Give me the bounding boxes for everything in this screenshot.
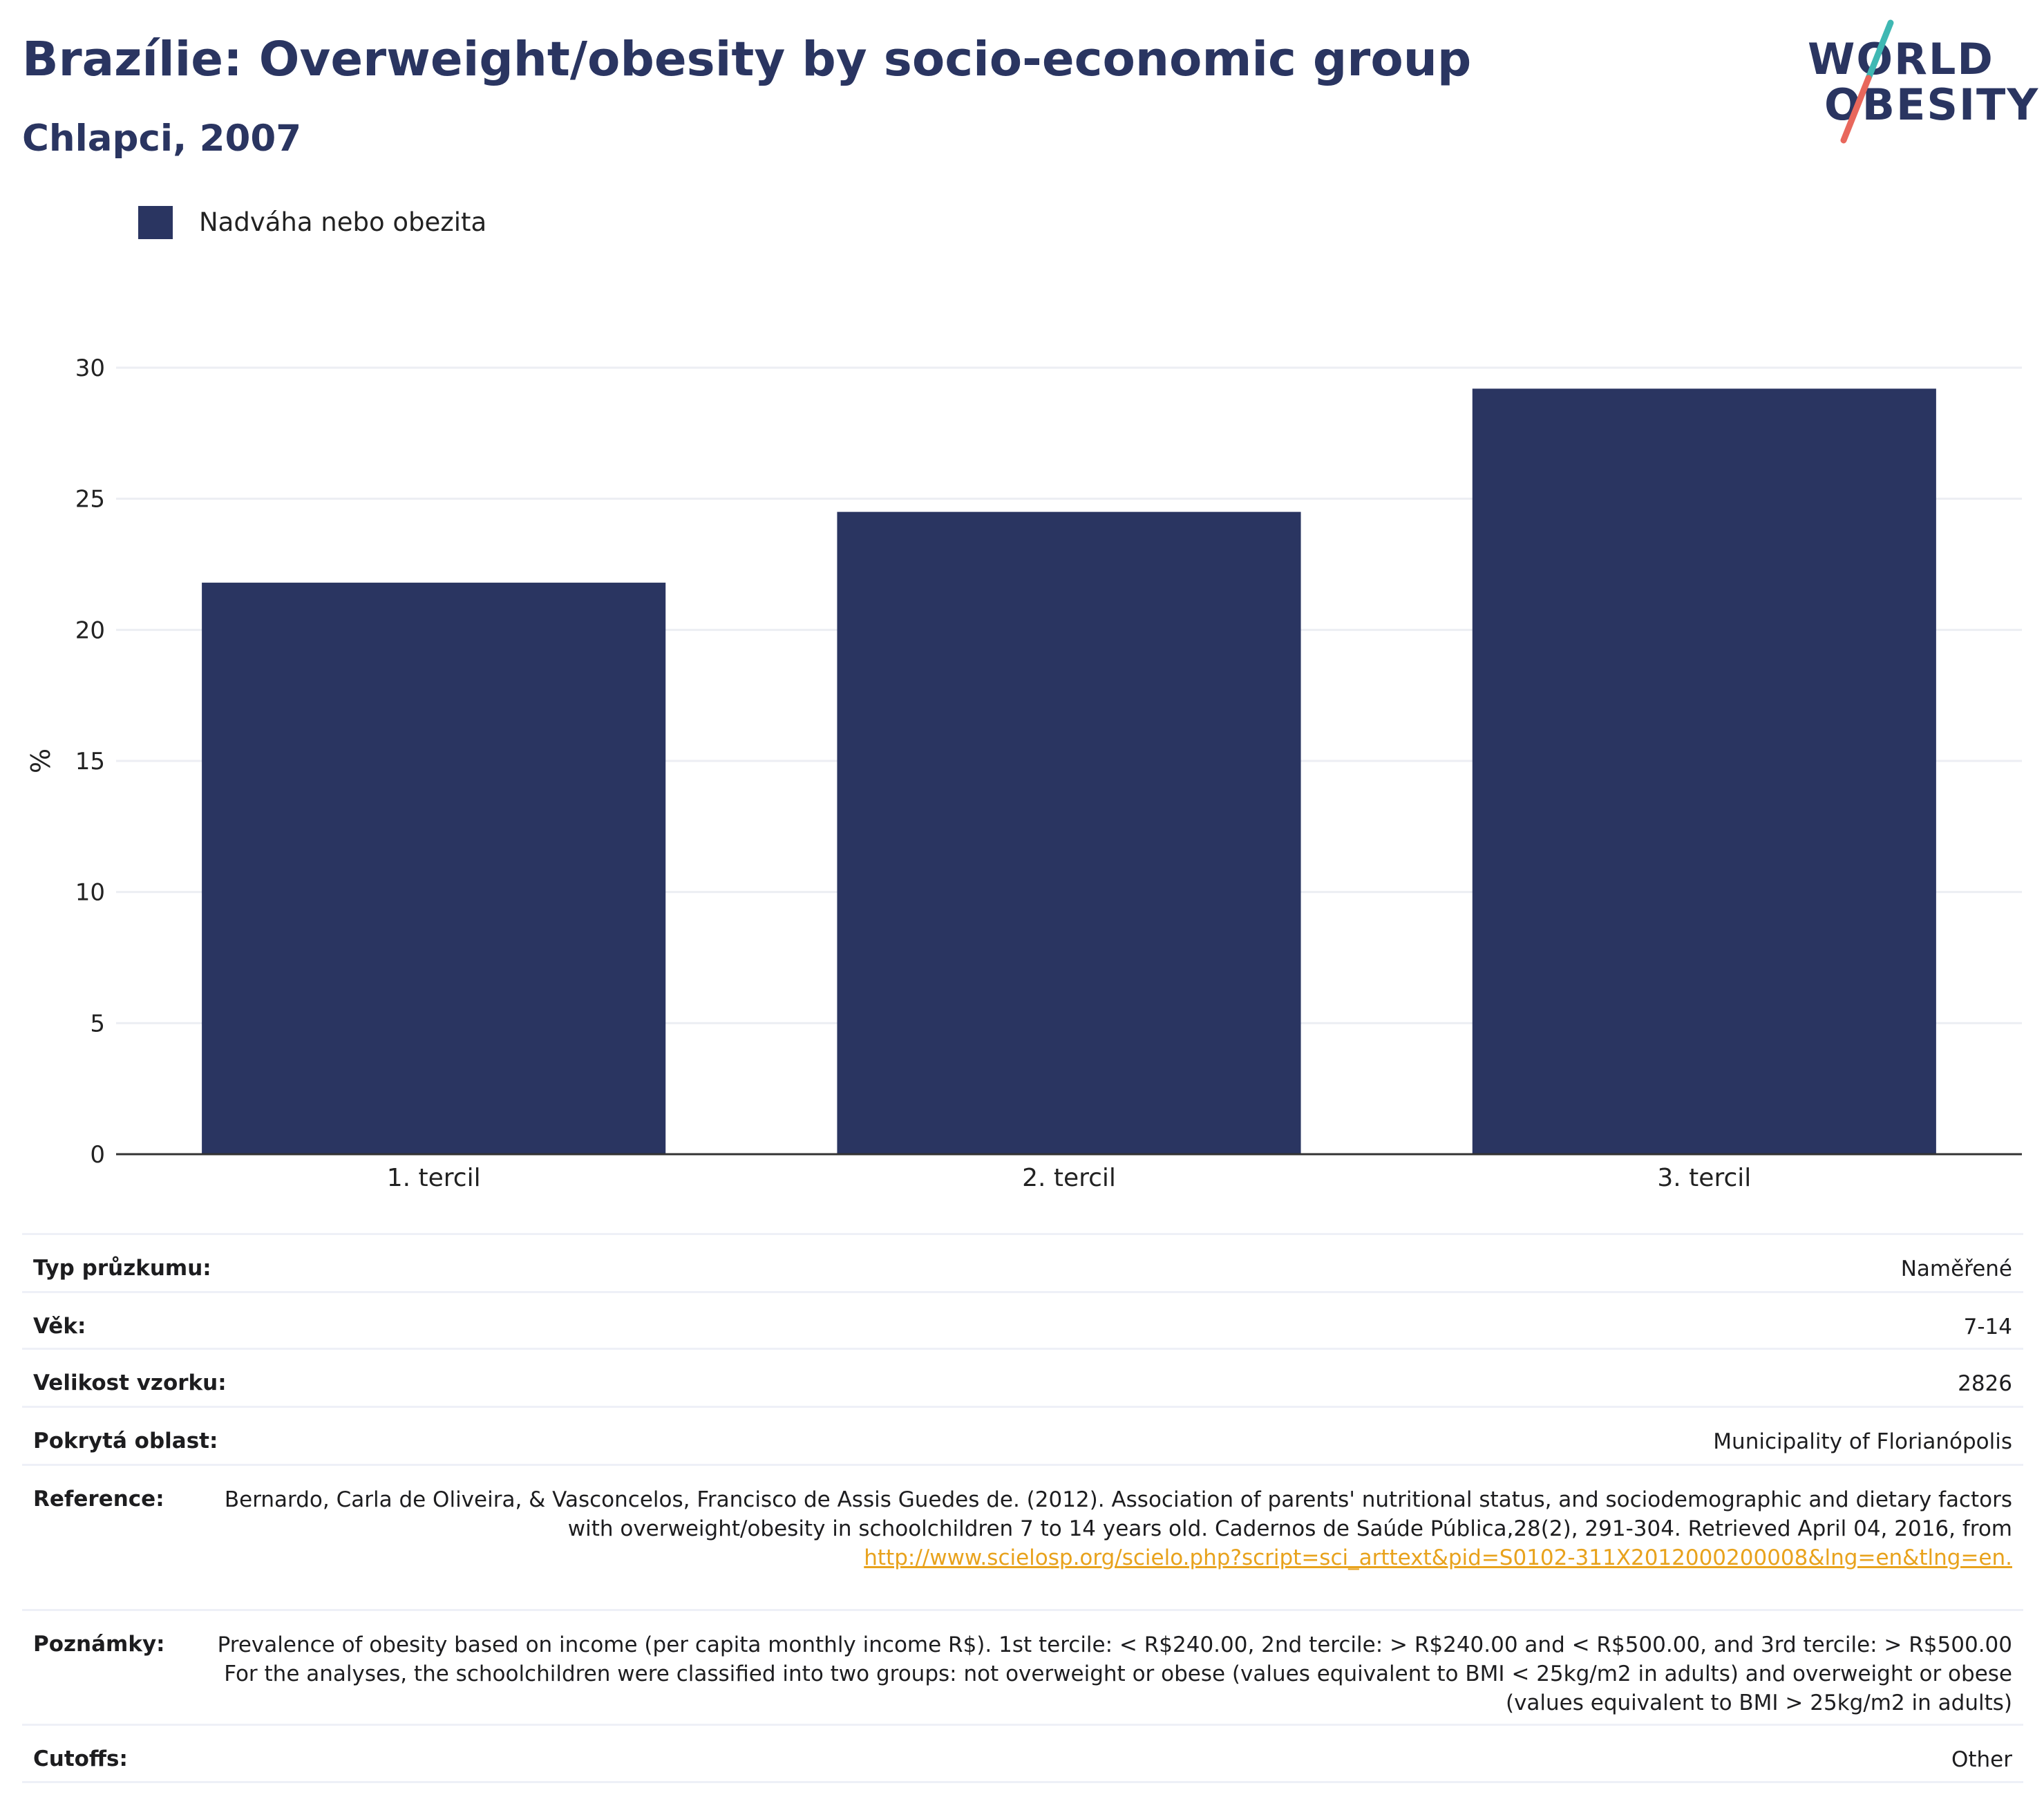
info-value: 2826 (268, 1369, 2012, 1398)
info-value-text: 2826 (1958, 1371, 2012, 1396)
info-value-text: Other (1951, 1747, 2012, 1772)
info-row: Pokrytá oblast: Municipality of Florianóp… (22, 1406, 2023, 1464)
y-tick-label: 25 (75, 486, 105, 514)
logo-text-world: WORLD (1808, 34, 1994, 84)
bar[interactable] (1472, 388, 1936, 1154)
y-tick-label: 20 (75, 616, 105, 644)
info-value: Prevalence of obesity based on income (p… (207, 1630, 2012, 1717)
x-tick-label: 3. tercil (1657, 1164, 1751, 1192)
logo-slash-bottom (1840, 75, 1872, 144)
info-row: Věk: 7-14 (22, 1291, 2023, 1348)
info-row: Cutoffs: Other (22, 1724, 2023, 1783)
y-axis-label: % (26, 749, 56, 773)
info-value: Naměřené (253, 1254, 2012, 1283)
x-tick-label: 2. tercil (1022, 1164, 1116, 1192)
info-value: Other (169, 1745, 2012, 1774)
y-tick-label: 10 (75, 879, 105, 907)
reference-link[interactable]: http://www.scielosp.org/scielo.php?scrip… (864, 1545, 2012, 1570)
legend-swatch (138, 206, 173, 239)
info-row: Typ průzkumu: Naměřené (22, 1233, 2023, 1291)
y-tick-label: 5 (90, 1010, 105, 1037)
info-label: Reference: (33, 1487, 164, 1512)
world-obesity-logo: WORLD OBESITY (1797, 17, 2038, 149)
info-label: Cutoffs: (33, 1747, 128, 1771)
bar[interactable] (202, 583, 666, 1154)
info-label: Velikost vzorku: (33, 1371, 227, 1395)
info-value-text: Naměřené (1900, 1256, 2012, 1281)
info-value-text: Municipality of Florianópolis (1713, 1429, 2012, 1454)
info-value-text: 7-14 (1963, 1315, 2012, 1339)
y-tick-label: 0 (90, 1141, 105, 1169)
x-tick-label: 1. tercil (387, 1164, 481, 1192)
info-label: Typ průzkumu: (33, 1256, 211, 1281)
y-tick-label: 15 (75, 748, 105, 775)
logo-slash-top (1865, 19, 1894, 82)
logo-slash-icon (1840, 19, 1894, 144)
info-value-text: Prevalence of obesity based on income (p… (217, 1632, 2012, 1715)
chart-title: Brazílie: Overweight/obesity by socio-ec… (22, 32, 1472, 87)
bar-chart: 0 5 10 15 20 25 30% 1. tercil 2. tercil 3. tercil (26, 355, 2022, 1192)
legend-label: Nadváha nebo obezita (199, 207, 487, 237)
info-label: Pokrytá oblast: (33, 1429, 218, 1453)
info-row: Velikost vzorku: 2826 (22, 1348, 2023, 1406)
survey-info-table: Typ průzkumu: Naměřené Věk: 7-14 Velikost vz… (22, 1233, 2023, 1783)
info-value: Municipality of Florianópolis (259, 1427, 2012, 1456)
bar[interactable] (837, 511, 1301, 1154)
info-row: Reference: Bernardo, Carla de Oliveira, &… (22, 1464, 2023, 1609)
info-row: Poznámky: Prevalence of obesity based on … (22, 1609, 2023, 1724)
info-value: 7-14 (127, 1312, 2012, 1341)
chart-subtitle: Chlapci, 2007 (22, 117, 302, 160)
info-value-text: Bernardo, Carla de Oliveira, & Vasconcel… (224, 1487, 2012, 1541)
info-value: Bernardo, Carla de Oliveira, & Vasconcel… (206, 1485, 2012, 1572)
info-label: Poznámky: (33, 1632, 165, 1657)
info-label: Věk: (33, 1314, 86, 1339)
y-tick-label: 30 (75, 355, 105, 382)
